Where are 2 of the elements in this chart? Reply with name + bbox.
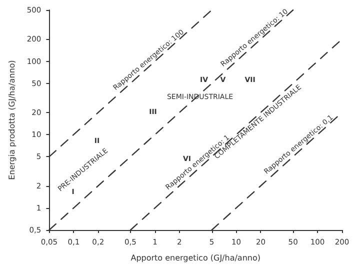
x-axis-title: Apporto energetico (GJ/ha/anno)	[130, 254, 260, 262]
y-axis-title: Energia prodotta (GJ/ha/anno)	[8, 60, 16, 180]
